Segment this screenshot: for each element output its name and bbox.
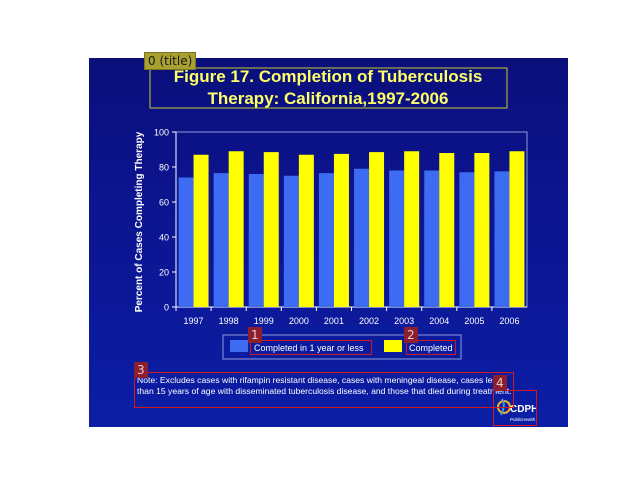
bar-series-1: [389, 170, 405, 307]
x-tick-label: 2005: [464, 316, 484, 326]
legend-swatch-series-2: [384, 340, 402, 352]
bar-series-1: [283, 175, 299, 307]
bar-series-2: [369, 152, 385, 307]
annotation-tag-legend-1: 1: [248, 327, 262, 343]
x-tick-label: 2003: [394, 316, 414, 326]
y-tick-label: 80: [159, 163, 169, 173]
bar-series-2: [298, 154, 314, 307]
bar-series-1: [178, 177, 194, 307]
x-tick-label: 1998: [219, 316, 239, 326]
annotation-tag-legend-2: 2: [404, 327, 418, 343]
bar-series-1: [354, 168, 370, 307]
bar-series-1: [213, 173, 229, 307]
x-tick-label: 1999: [254, 316, 274, 326]
logo-subtext: PublicHealth: [510, 417, 536, 422]
bar-series-2: [333, 153, 349, 307]
legend-frame: [222, 334, 462, 360]
x-tick-label: 2002: [359, 316, 379, 326]
annotation-box-legend-2: [406, 340, 456, 355]
bar-series-2: [193, 154, 209, 307]
bar-series-1: [248, 174, 264, 307]
annotation-box-logo: [493, 390, 537, 426]
legend-label-series-1: Completed in 1 year or less: [254, 343, 364, 353]
y-axis-label: Percent of Cases Completing Therapy: [134, 131, 145, 312]
legend-label-series-2: Completed: [409, 343, 453, 353]
annotation-box-footnote: [134, 372, 514, 408]
y-tick-label: 60: [159, 198, 169, 208]
bar-series-2: [439, 153, 455, 307]
y-tick-label: 0: [164, 303, 169, 313]
bar-series-2: [509, 151, 525, 307]
bar-series-2: [404, 151, 420, 307]
legend-swatch-series-1: [230, 340, 248, 352]
chart-title-line-1: Figure 17. Completion of Tuberculosis: [174, 67, 483, 86]
annotation-box-legend-1: [250, 340, 372, 355]
x-tick-label: 1997: [184, 316, 204, 326]
bar-series-2: [474, 153, 490, 307]
bar-series-1: [318, 173, 334, 307]
x-tick-label: 2000: [289, 316, 309, 326]
y-tick-label: 20: [159, 268, 169, 278]
bar-series-1: [424, 170, 440, 307]
logo-text: CDPH: [510, 404, 536, 415]
x-tick-label: 2001: [324, 316, 344, 326]
y-tick-label: 40: [159, 233, 169, 243]
annotation-tag-logo: 4: [493, 375, 507, 391]
bar-series-1: [459, 172, 475, 307]
bar-series-1: [494, 171, 510, 307]
footnote: Note: Excludes cases with rifampin resis…: [137, 375, 512, 396]
x-tick-label: 2006: [499, 316, 519, 326]
annotation-tag-title: 0 (title): [144, 52, 197, 70]
annotation-tag-footnote: 3: [134, 362, 148, 378]
chart-title-line-2: Therapy: California,1997-2006: [208, 89, 449, 108]
chart-title-frame: [149, 67, 508, 109]
bar-series-2: [263, 152, 279, 307]
x-tick-label: 2004: [429, 316, 449, 326]
y-tick-label: 100: [154, 128, 169, 138]
bar-series-2: [228, 151, 244, 307]
